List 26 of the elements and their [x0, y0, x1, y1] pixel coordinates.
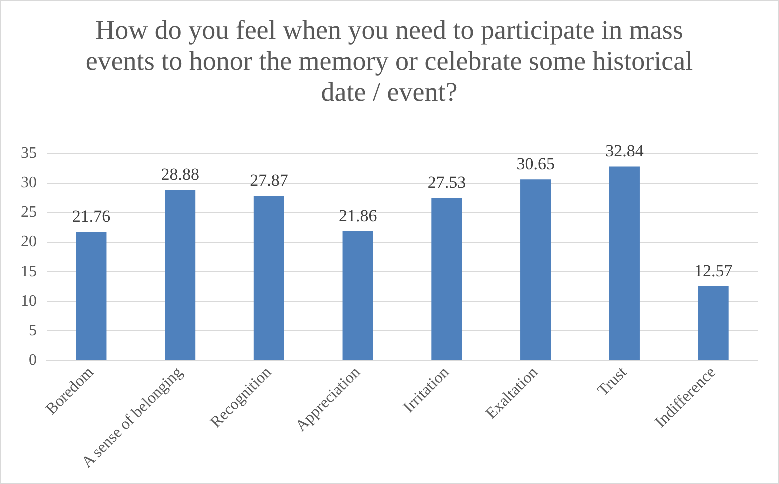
- chart-title: How do you feel when you need to participate in mass events to honor the memory or celebrate some historical date / event?: [84, 15, 694, 108]
- x-tick-label: Trust: [594, 364, 631, 400]
- bar: [698, 286, 729, 360]
- bar: [254, 196, 284, 360]
- bar: [520, 180, 552, 360]
- data-label: 28.88: [161, 165, 200, 184]
- bar: [76, 232, 107, 360]
- data-label: 21.76: [72, 207, 111, 226]
- bar: [165, 190, 196, 360]
- y-tick-label: 15: [21, 263, 37, 280]
- data-label: 30.65: [516, 154, 555, 174]
- data-label: 21.86: [338, 206, 378, 226]
- y-tick-label: 25: [21, 204, 37, 222]
- y-tick-label: 0: [29, 352, 37, 369]
- data-label: 12.57: [694, 261, 734, 280]
- bar: [342, 232, 374, 360]
- y-tick-label: 5: [29, 322, 37, 340]
- data-label: 27.53: [428, 173, 466, 192]
- y-tick-label: 30: [21, 174, 37, 192]
- bar: [609, 166, 640, 360]
- data-label: 27.87: [250, 171, 289, 190]
- data-label: 32.84: [606, 142, 644, 161]
- y-tick-label: 20: [21, 234, 37, 251]
- y-tick-label: 35: [21, 145, 37, 162]
- y-tick-label: 10: [21, 292, 37, 310]
- bar: [432, 198, 462, 360]
